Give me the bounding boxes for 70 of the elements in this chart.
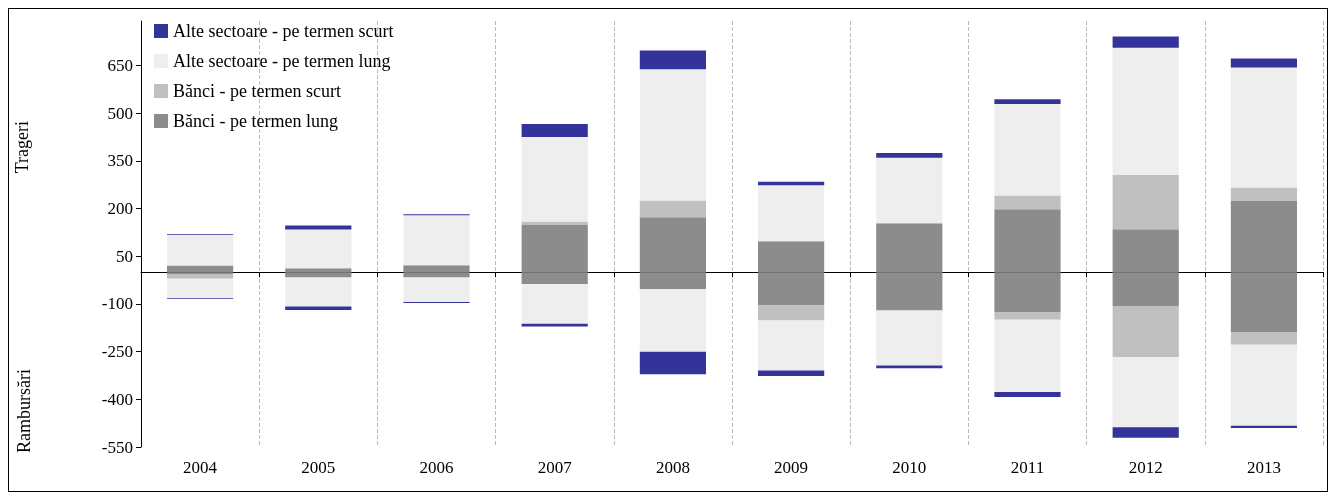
x-tick-label: 2005: [301, 458, 336, 477]
bar: [1230, 187, 1297, 201]
x-tick-label: 2007: [537, 458, 573, 477]
bar: [167, 265, 234, 273]
x-tick-label: 2006: [419, 458, 454, 477]
bar: [994, 312, 1061, 320]
bar: [1230, 344, 1297, 426]
y-tick-label: -100: [101, 294, 133, 314]
bar: [167, 278, 234, 298]
bar: [639, 200, 706, 218]
bar: [758, 185, 825, 242]
x-tick-label: 2010: [892, 458, 927, 477]
bar: [876, 152, 943, 158]
bar: [285, 272, 352, 278]
bar: [1230, 332, 1297, 345]
bar: [521, 124, 588, 138]
y-axis-title: Trageri: [12, 121, 32, 174]
bar: [1112, 306, 1179, 358]
bar: [876, 157, 943, 224]
bar: [403, 215, 470, 266]
y-tick-label: -550: [101, 437, 133, 457]
bar: [639, 289, 706, 352]
x-tick-label: 2004: [183, 458, 218, 477]
x-tick-label: 2009: [774, 458, 809, 477]
legend-label: Alte sectoare - pe termen scurt: [173, 21, 394, 41]
bar: [167, 274, 234, 279]
bar: [994, 195, 1061, 210]
bar: [1112, 174, 1179, 230]
y-tick-label: 650: [107, 56, 133, 76]
y-tick-label: 200: [107, 199, 133, 219]
y-tick-label: -250: [101, 342, 133, 362]
bar: [1230, 67, 1297, 188]
bar: [1112, 427, 1179, 438]
bar: [876, 310, 943, 366]
bar: [403, 277, 470, 303]
y-tick-label: -400: [101, 389, 133, 409]
legend-label: Alte sectoare - pe termen lung: [173, 51, 391, 71]
bar: [521, 137, 588, 222]
bar: [1112, 357, 1179, 428]
bar: [521, 323, 588, 327]
bar: [758, 305, 825, 321]
y-tick-label: 500: [107, 103, 133, 123]
bar: [994, 99, 1061, 104]
bar: [167, 234, 234, 266]
bar: [639, 50, 706, 70]
y-tick-label: 350: [107, 151, 133, 171]
bar: [521, 283, 588, 324]
bar: [285, 225, 352, 230]
bar: [285, 277, 352, 307]
x-tick-label: 2013: [1246, 458, 1281, 477]
bar: [1230, 58, 1297, 68]
x-tick-label: 2008: [655, 458, 690, 477]
y-tick-label: 50: [116, 246, 133, 266]
bar: [639, 69, 706, 201]
bar: [1112, 47, 1179, 175]
bar: [285, 306, 352, 310]
text: Rambursări: [14, 369, 34, 453]
legend-label: Bănci - pe termen scurt: [173, 81, 341, 101]
bar: [994, 103, 1061, 196]
bar: [994, 392, 1061, 398]
x-tick-label: 2011: [1010, 458, 1045, 477]
bar: [758, 320, 825, 371]
x-tick-label: 2012: [1128, 458, 1163, 477]
bar: [758, 370, 825, 377]
bar: [994, 319, 1061, 392]
bar: [1230, 425, 1297, 428]
bar: [1112, 36, 1179, 48]
bar: [285, 229, 352, 269]
bar: [639, 351, 706, 375]
legend-label: Bănci - pe termen lung: [173, 111, 338, 131]
